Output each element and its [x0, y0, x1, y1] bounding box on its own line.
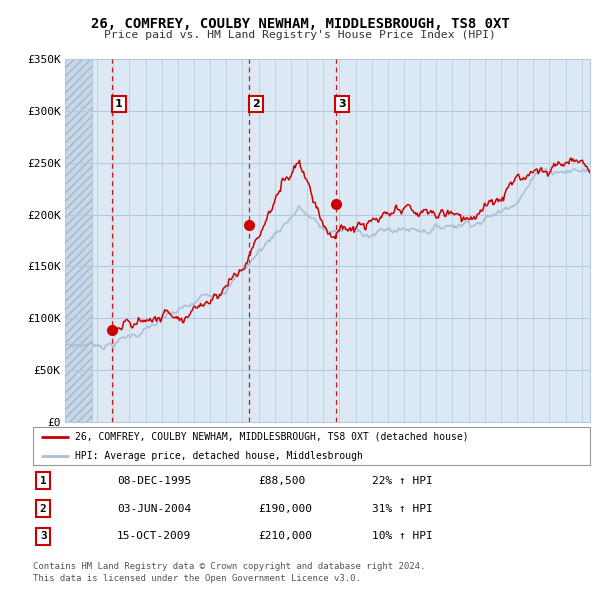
Text: £210,000: £210,000 — [258, 532, 312, 541]
Text: 26, COMFREY, COULBY NEWHAM, MIDDLESBROUGH, TS8 0XT: 26, COMFREY, COULBY NEWHAM, MIDDLESBROUG… — [91, 17, 509, 31]
Text: £190,000: £190,000 — [258, 504, 312, 513]
Text: 1: 1 — [115, 99, 122, 109]
Bar — [65, 59, 92, 422]
Text: 2: 2 — [251, 99, 259, 109]
Text: HPI: Average price, detached house, Middlesbrough: HPI: Average price, detached house, Midd… — [75, 451, 362, 461]
Text: Price paid vs. HM Land Registry's House Price Index (HPI): Price paid vs. HM Land Registry's House … — [104, 31, 496, 40]
Text: 22% ↑ HPI: 22% ↑ HPI — [372, 476, 433, 486]
Text: 2: 2 — [40, 504, 47, 513]
Text: 1: 1 — [40, 476, 47, 486]
Text: 10% ↑ HPI: 10% ↑ HPI — [372, 532, 433, 541]
Text: 31% ↑ HPI: 31% ↑ HPI — [372, 504, 433, 513]
Text: 15-OCT-2009: 15-OCT-2009 — [117, 532, 191, 541]
Text: This data is licensed under the Open Government Licence v3.0.: This data is licensed under the Open Gov… — [33, 574, 361, 583]
Text: £88,500: £88,500 — [258, 476, 305, 486]
Text: 08-DEC-1995: 08-DEC-1995 — [117, 476, 191, 486]
Text: 03-JUN-2004: 03-JUN-2004 — [117, 504, 191, 513]
Text: 3: 3 — [338, 99, 346, 109]
Text: 3: 3 — [40, 532, 47, 541]
Text: 26, COMFREY, COULBY NEWHAM, MIDDLESBROUGH, TS8 0XT (detached house): 26, COMFREY, COULBY NEWHAM, MIDDLESBROUG… — [75, 432, 469, 442]
Text: Contains HM Land Registry data © Crown copyright and database right 2024.: Contains HM Land Registry data © Crown c… — [33, 562, 425, 571]
